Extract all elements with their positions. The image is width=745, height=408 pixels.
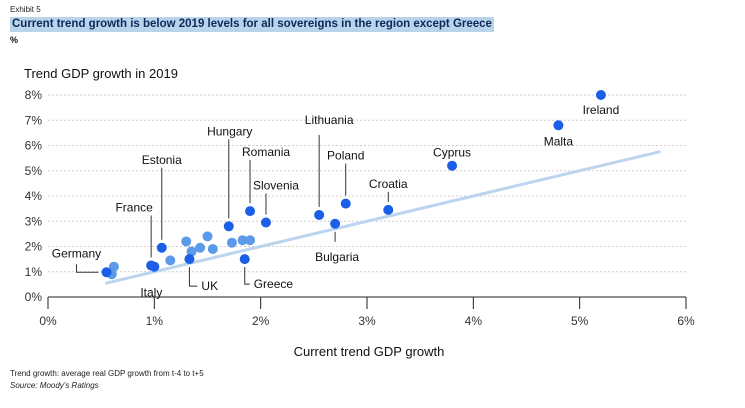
x-tick-label: 3%: [358, 314, 376, 328]
point-label-croatia: Croatia: [369, 177, 408, 191]
x-axis-label: Current trend GDP growth: [294, 344, 445, 359]
data-point: [202, 231, 213, 242]
y-tick-label: 5%: [25, 164, 43, 178]
point-label-france: France: [115, 200, 153, 214]
leader-line: [75, 264, 99, 273]
grid-lines: [48, 94, 686, 273]
data-point-bulgaria: [330, 218, 341, 229]
data-point: [237, 235, 248, 246]
data-point: [186, 246, 197, 257]
point-labels: Ireland Malta Cyprus Croatia Poland Lithuania…: [52, 103, 619, 300]
point-label-romania: Romania: [242, 145, 290, 159]
point-label-estonia: Estonia: [142, 153, 182, 167]
point-label-malta: Malta: [544, 134, 574, 148]
x-tick-label: 4%: [465, 314, 483, 328]
point-label-cyprus: Cyprus: [433, 146, 471, 160]
y-tick-label: 7%: [25, 113, 43, 127]
point-label-hungary: Hungary: [207, 124, 252, 138]
data-point: [195, 242, 206, 253]
trendline-layer: [104, 150, 661, 285]
data-point-estonia: [156, 242, 167, 253]
y-tick-label: 3%: [25, 214, 43, 228]
data-point-croatia: [383, 204, 394, 215]
data-point: [165, 255, 176, 266]
data-point: [226, 237, 237, 248]
point-label-ireland: Ireland: [583, 103, 620, 117]
y-tick-label: 6%: [25, 139, 43, 153]
data-point-lithuania: [314, 209, 325, 220]
x-tick-label: 6%: [677, 314, 695, 328]
data-point: [245, 235, 256, 246]
x-tick-label: 2%: [252, 314, 270, 328]
y-tick-label: 2%: [25, 240, 43, 254]
point-label-italy: Italy: [140, 286, 162, 300]
y-tick-label: 8%: [25, 88, 43, 102]
data-point-hungary: [223, 221, 234, 232]
point-label-germany: Germany: [52, 246, 101, 260]
chart-title: Current trend growth is below 2019 level…: [10, 17, 494, 32]
data-point-germany: [101, 267, 112, 278]
point-label-uk: UK: [201, 279, 218, 293]
y-tick-label: 4%: [25, 189, 43, 203]
data-point-greece: [239, 254, 250, 265]
axes: 0% 1% 2% 3% 4% 5% 6% 7% 8% 0% 1% 2% 3% 4% 5% 6%: [25, 88, 695, 328]
unit-label: %: [10, 35, 19, 45]
data-point-slovenia: [260, 217, 271, 228]
x-tick-label: 1%: [146, 314, 164, 328]
point-label-greece: Greece: [254, 277, 294, 291]
y-axis-label: Trend GDP growth in 2019: [24, 66, 178, 81]
footnote: Trend growth: average real GDP growth fr…: [10, 369, 204, 378]
point-label-slovenia: Slovenia: [253, 179, 299, 193]
other-points: [106, 231, 256, 280]
y-tick-label: 1%: [25, 265, 43, 279]
leader-lines: [75, 134, 389, 287]
data-point-ireland: [595, 90, 606, 100]
data-point-italy: [149, 261, 160, 272]
highlighted-points: [101, 90, 606, 278]
leader-line: [188, 267, 198, 287]
y-tick-label: 0%: [25, 290, 43, 304]
data-point-cyprus: [447, 160, 458, 171]
data-point: [108, 261, 119, 272]
data-point: [207, 244, 218, 255]
point-label-poland: Poland: [327, 149, 364, 163]
source-note: Source: Moody's Ratings: [10, 381, 99, 390]
data-point: [181, 236, 192, 247]
data-point-poland: [340, 198, 351, 209]
leader-line: [244, 267, 250, 285]
point-label-bulgaria: Bulgaria: [315, 250, 359, 264]
x-tick-label: 5%: [571, 314, 589, 328]
data-point-malta: [553, 120, 564, 131]
trendline: [104, 150, 661, 285]
data-point-uk: [184, 254, 195, 265]
x-tick-label: 0%: [39, 314, 57, 328]
data-point-romania: [245, 206, 256, 217]
exhibit-number: Exhibit 5: [10, 5, 41, 14]
point-label-lithuania: Lithuania: [305, 113, 354, 127]
